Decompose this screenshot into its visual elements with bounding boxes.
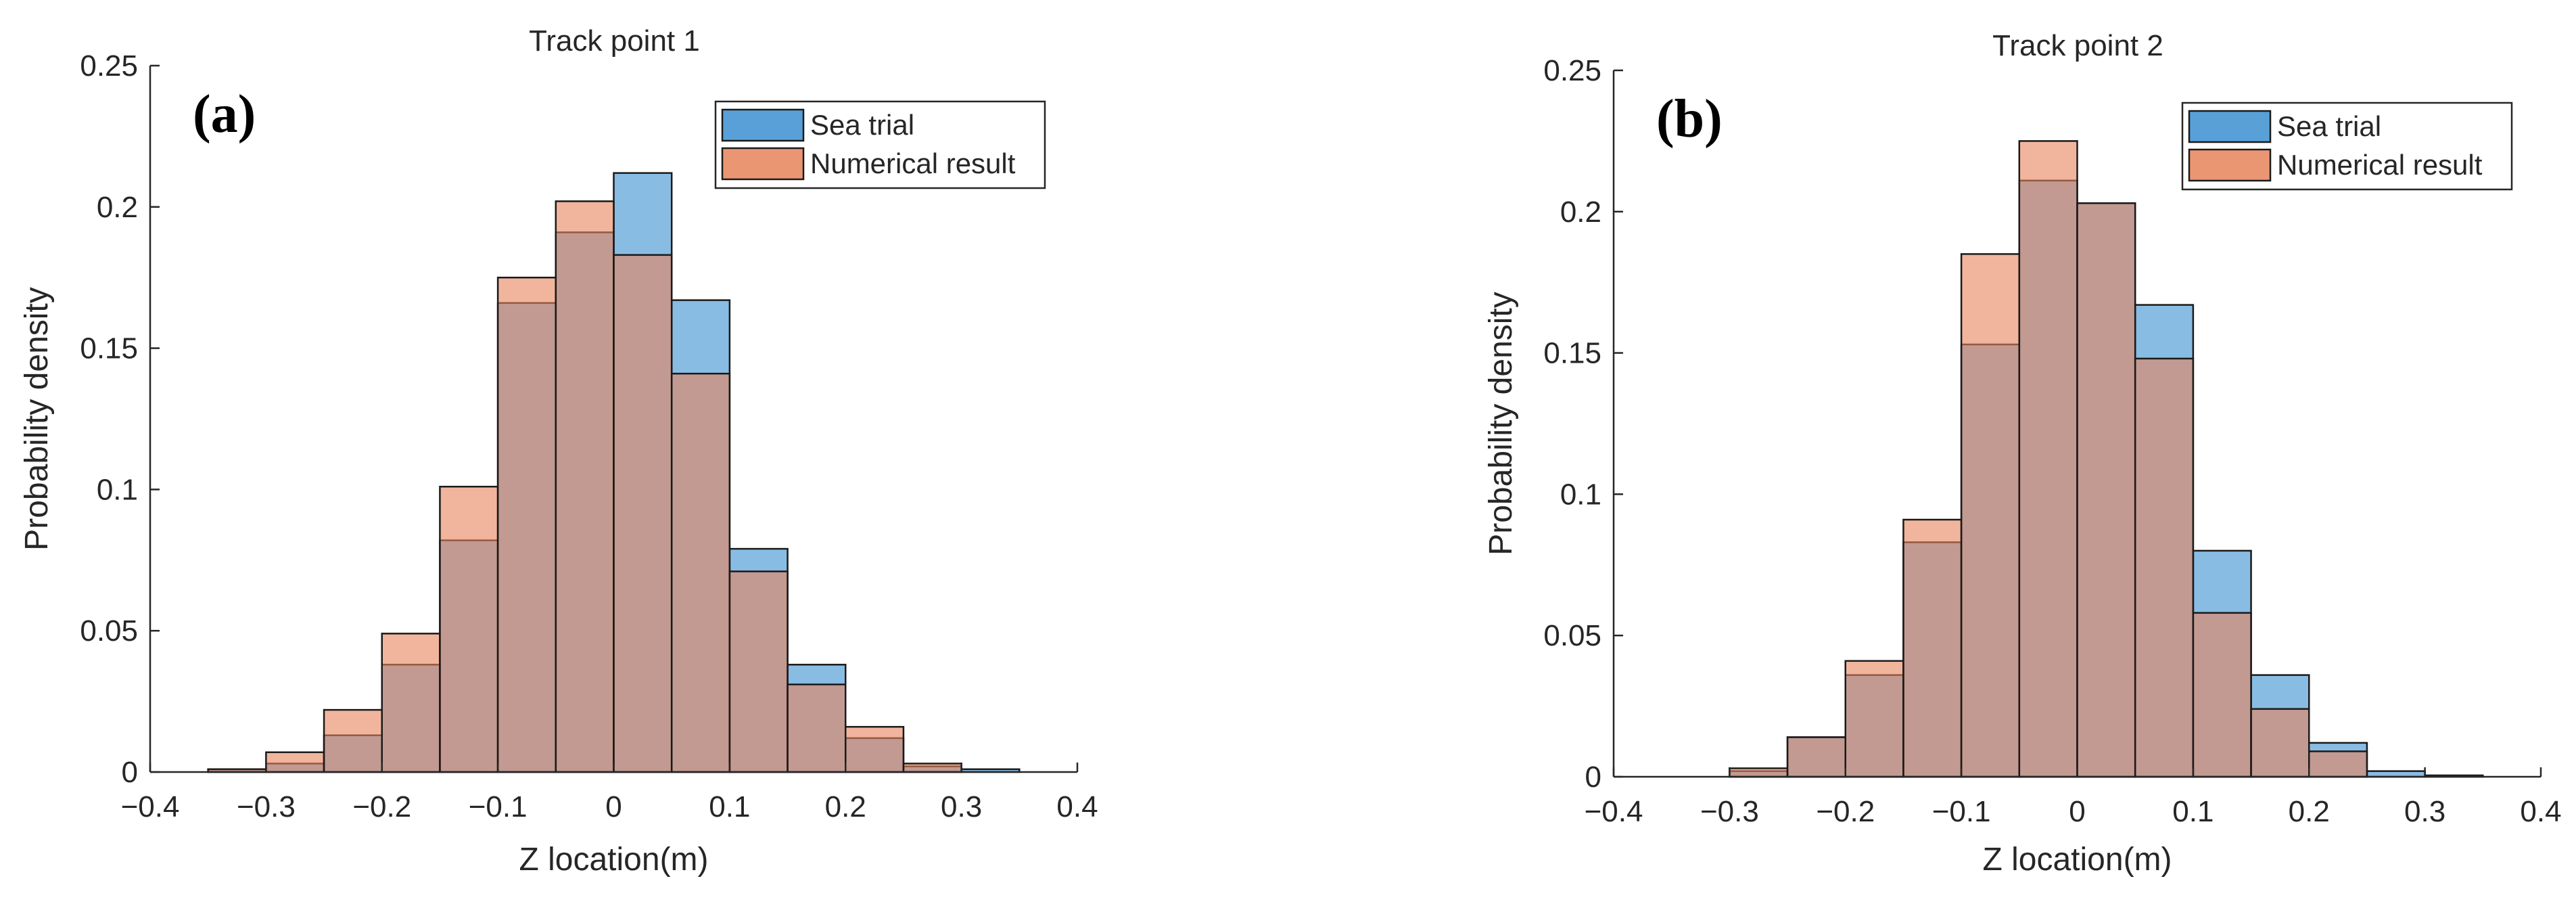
y-tick-label: 0.05 bbox=[80, 614, 138, 648]
panel-label: (b) bbox=[1656, 89, 1723, 149]
histogram-bar bbox=[613, 254, 673, 773]
series-numerical-result bbox=[207, 200, 962, 773]
histogram-bar bbox=[2308, 750, 2368, 778]
y-tick-label: 0.25 bbox=[1543, 54, 1601, 87]
y-axis-label: Probability density bbox=[19, 287, 55, 551]
x-tick-label: −0.1 bbox=[469, 790, 528, 823]
x-axis-label: Z location(m) bbox=[1982, 842, 2172, 878]
x-tick-label: −0.4 bbox=[1585, 795, 1643, 828]
histogram-bar bbox=[439, 485, 499, 773]
y-tick-label: 0.05 bbox=[1543, 619, 1601, 652]
x-tick-label: 0.3 bbox=[941, 790, 982, 823]
histogram-bar bbox=[2250, 708, 2310, 778]
x-tick-label: 0.2 bbox=[2289, 795, 2330, 828]
legend-label: Sea trial bbox=[2277, 110, 2381, 142]
x-tick-label: 0.2 bbox=[825, 790, 866, 823]
y-tick-label: 0.2 bbox=[97, 191, 138, 224]
histogram-bar bbox=[2192, 612, 2252, 778]
y-axis-label: Probability density bbox=[1483, 292, 1519, 556]
x-tick-label: 0.4 bbox=[2520, 795, 2561, 828]
histogram-bar bbox=[1902, 518, 1963, 778]
legend: Sea trial Numerical result bbox=[714, 100, 1046, 189]
y-tick-label: 0.1 bbox=[1560, 478, 1601, 511]
chart-title: Track point 2 bbox=[1992, 29, 2163, 62]
y-tick-label: 0.15 bbox=[1543, 337, 1601, 370]
x-tick-label: −0.2 bbox=[352, 790, 411, 823]
histogram-bar bbox=[1960, 253, 2021, 778]
histogram-bar bbox=[2018, 140, 2078, 778]
histogram-bar bbox=[1844, 660, 1904, 778]
chart-title: Track point 1 bbox=[529, 24, 700, 58]
histogram-bar bbox=[381, 633, 441, 773]
legend-label: Sea trial bbox=[810, 109, 914, 141]
histogram-bar bbox=[496, 276, 557, 773]
subplot-b: −0.4 −0.3 −0.2 −0.1 0 0.1 0.2 0.3 0.4 0 0.05 0.1 0.1… bbox=[1483, 29, 2562, 878]
y-tick-label: 0 bbox=[1585, 761, 1601, 794]
legend-swatch-numerical-result bbox=[721, 147, 805, 181]
legend-swatch-sea-trial bbox=[721, 108, 805, 142]
x-tick-label: 0.3 bbox=[2404, 795, 2445, 828]
x-tick-label: −0.1 bbox=[1932, 795, 1991, 828]
series-numerical-result bbox=[1729, 140, 2368, 778]
x-tick-label: −0.3 bbox=[237, 790, 296, 823]
x-tick-label: 0.1 bbox=[709, 790, 750, 823]
y-tick-label: 0.15 bbox=[80, 332, 138, 365]
histogram-bar bbox=[2366, 770, 2426, 778]
histogram-bar bbox=[555, 200, 615, 773]
histogram-bar bbox=[323, 708, 383, 773]
x-tick-label: 0 bbox=[605, 790, 622, 823]
subplot-a: −0.4 −0.3 −0.2 −0.1 0 0.1 0.2 0.3 0.4 0 0.05 0.1 0.1… bbox=[19, 24, 1098, 878]
legend-swatch-numerical-result bbox=[2188, 148, 2272, 182]
y-tick-label: 0.1 bbox=[97, 473, 138, 506]
histogram-bar bbox=[787, 683, 847, 773]
histogram-bar bbox=[670, 372, 731, 773]
x-tick-label: −0.3 bbox=[1700, 795, 1759, 828]
histogram-bar bbox=[2076, 202, 2136, 778]
x-tick-label: −0.4 bbox=[121, 790, 180, 823]
legend-swatch-sea-trial bbox=[2188, 110, 2272, 143]
y-tick-label: 0 bbox=[122, 756, 138, 789]
y-tick-label: 0.25 bbox=[80, 49, 138, 83]
histogram-bar bbox=[728, 570, 789, 773]
histogram-bar bbox=[265, 751, 325, 773]
legend-label: Numerical result bbox=[810, 148, 1016, 179]
x-tick-label: 0.1 bbox=[2172, 795, 2214, 828]
x-tick-label: −0.2 bbox=[1816, 795, 1875, 828]
x-tick-label: 0 bbox=[2069, 795, 2085, 828]
histogram-bar bbox=[2134, 357, 2195, 778]
legend: Sea trial Numerical result bbox=[2181, 101, 2513, 191]
x-axis-label: Z location(m) bbox=[519, 842, 708, 878]
panel-label: (a) bbox=[193, 85, 256, 144]
histogram-bar bbox=[1729, 767, 1789, 778]
y-tick-label: 0.2 bbox=[1560, 196, 1601, 229]
histogram-bar bbox=[845, 725, 905, 773]
histogram-bar bbox=[1786, 736, 1846, 778]
histogram-bar bbox=[902, 763, 962, 773]
legend-label: Numerical result bbox=[2277, 149, 2483, 181]
x-tick-label: 0.4 bbox=[1056, 790, 1098, 823]
